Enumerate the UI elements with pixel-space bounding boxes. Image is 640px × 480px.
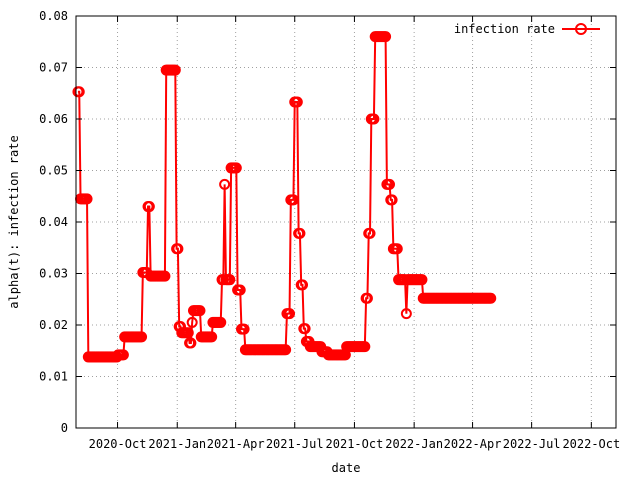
x-tick-label: 2022-Jan: [385, 437, 443, 451]
data-point: [297, 279, 309, 291]
data-point: [224, 274, 236, 286]
y-tick-label: 0.04: [39, 215, 68, 229]
data-point: [299, 323, 311, 335]
data-point: [172, 243, 184, 255]
data-point: [194, 305, 206, 317]
data-point: [234, 284, 246, 296]
data-point: [159, 270, 171, 282]
data-point: [169, 64, 181, 76]
data-point: [400, 308, 412, 320]
y-tick-label: 0.06: [39, 112, 68, 126]
data-point: [215, 316, 227, 328]
grid: [76, 16, 616, 428]
data-point: [386, 194, 398, 206]
data-point: [368, 113, 380, 125]
data-point: [361, 292, 373, 304]
x-tick-label: 2022-Apr: [444, 437, 502, 451]
legend: infection rate: [454, 22, 600, 36]
data-point: [280, 344, 292, 356]
data-point: [182, 327, 194, 339]
data-point: [416, 274, 428, 286]
y-axis-label: alpha(t): infection rate: [7, 135, 21, 308]
data-point: [206, 331, 218, 343]
axis-ticks: [76, 15, 616, 429]
y-tick-label: 0.08: [39, 9, 68, 23]
data-point: [238, 323, 250, 335]
x-tick-label: 2021-Oct: [326, 437, 384, 451]
data-point: [136, 331, 148, 343]
data-point: [380, 31, 392, 43]
x-tick-label: 2021-Apr: [207, 437, 265, 451]
data-point: [117, 349, 129, 361]
x-tick-label: 2022-Oct: [562, 437, 620, 451]
data-point: [294, 227, 306, 239]
data-point: [284, 308, 296, 320]
data-point: [364, 227, 376, 239]
data-point: [359, 341, 371, 353]
x-tick-label: 2021-Jul: [266, 437, 324, 451]
x-axis-label: date: [332, 461, 361, 475]
y-tick-label: 0.02: [39, 318, 68, 332]
data-point: [73, 86, 85, 98]
series-layer: [72, 31, 497, 363]
data-point: [391, 243, 403, 255]
x-tick-label: 2021-Jan: [148, 437, 206, 451]
data-point: [186, 316, 198, 328]
y-tick-label: 0.01: [39, 370, 68, 384]
data-point: [287, 194, 299, 206]
data-point: [143, 201, 155, 213]
data-point: [383, 178, 395, 190]
data-point: [81, 193, 93, 205]
series-markers: [72, 31, 497, 363]
data-point: [291, 96, 303, 108]
data-point: [219, 178, 231, 190]
data-point: [185, 337, 197, 349]
y-tick-label: 0.03: [39, 267, 68, 281]
legend-series-label: infection rate: [454, 22, 555, 36]
y-tick-label: 0.05: [39, 164, 68, 178]
data-point: [230, 162, 242, 174]
y-tick-label: 0: [61, 421, 68, 435]
x-tick-labels: 2020-Oct 2021-Jan 2021-Apr 2021-Jul 2021-Oct…: [89, 437, 621, 451]
x-tick-label: 2020-Oct: [89, 437, 147, 451]
x-tick-label: 2022-Jul: [503, 437, 561, 451]
legend-series-marker: [575, 23, 587, 35]
y-tick-label: 0.07: [39, 61, 68, 75]
data-point: [485, 292, 497, 304]
y-tick-labels: 0 0.01 0.02 0.03 0.04 0.05 0.06 0.07 0.08: [39, 9, 68, 435]
